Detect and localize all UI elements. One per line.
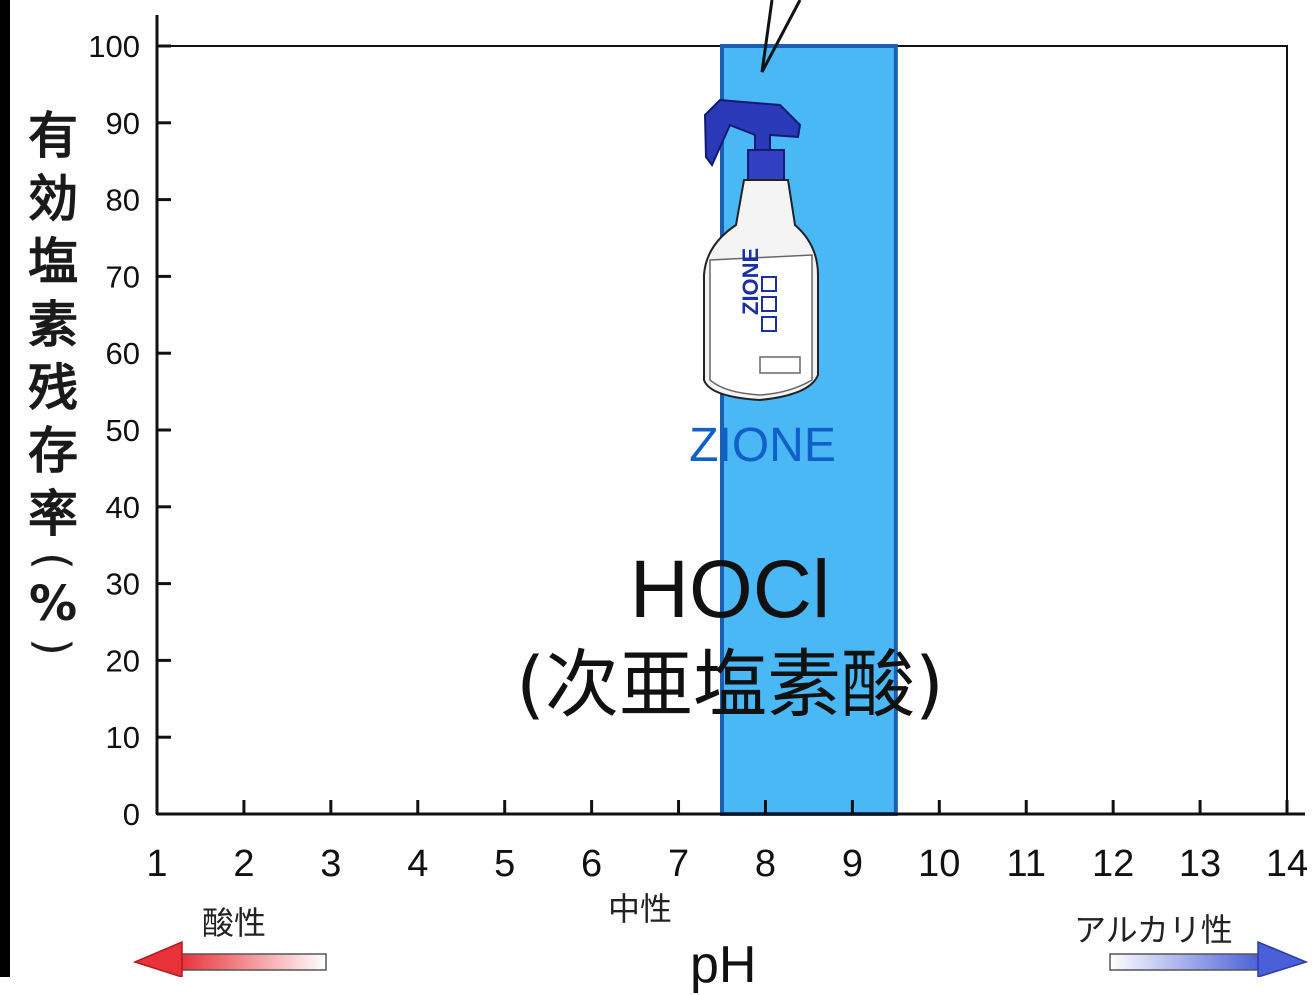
x-tick-label: 4 [407, 843, 428, 885]
x-tick-label: 6 [581, 843, 602, 885]
ylabel-char: 塩 [28, 233, 78, 291]
x-tick-label: 13 [1179, 843, 1221, 885]
y-tick-label: 100 [88, 29, 140, 64]
y-tick-label: 10 [106, 720, 140, 755]
callout-pointer [760, 0, 802, 73]
x-tick-label: 11 [1007, 843, 1046, 885]
acid-arrow [132, 940, 327, 977]
y-tick-label: 60 [106, 336, 140, 371]
x-tick-label: 9 [842, 843, 863, 885]
alkaline-arrow [1109, 940, 1309, 977]
y-axis-label: 有 効 塩 素 残 存 率 ( % ) [18, 105, 88, 695]
x-tick-label: 1 [146, 843, 167, 885]
x-tick-label: 14 [1266, 843, 1308, 885]
y-tick-label: 0 [123, 797, 140, 832]
y-tick-label: 40 [106, 490, 140, 525]
ylabel-close-paren: ) [25, 638, 80, 656]
x-tick-label: 2 [233, 843, 254, 885]
x-axis-label: pH [690, 936, 757, 994]
ylabel-char: 素 [28, 296, 78, 354]
species-label: HOCl [629, 544, 831, 635]
y-tick-label: 20 [106, 643, 140, 678]
ylabel-open-paren: ( [25, 552, 80, 570]
product-label: ZIONE [689, 419, 836, 472]
ylabel-char: 率 [28, 485, 78, 543]
y-tick-label: 30 [106, 567, 140, 602]
y-tick-label: 90 [106, 106, 140, 141]
svg-text:ZIONE: ZIONE [738, 248, 763, 315]
ylabel-char: 存 [28, 422, 78, 480]
y-tick-label: 80 [106, 183, 140, 218]
x-tick-label: 5 [494, 843, 515, 885]
x-tick-label: 12 [1092, 843, 1134, 885]
ylabel-char: 効 [28, 170, 78, 228]
neutral-label: 中性 [608, 890, 673, 928]
species-sublabel: (次亜塩素酸) [516, 642, 944, 728]
ylabel-char: 有 [28, 107, 78, 165]
x-tick-label: 3 [320, 843, 341, 885]
y-tick-label: 50 [106, 413, 140, 448]
alkaline-label: アルカリ性 [1074, 911, 1233, 949]
spray-bottle-icon: ZIONE [703, 98, 819, 402]
ylabel-percent: % [28, 576, 78, 632]
left-edge-border [0, 0, 10, 977]
ylabel-char: 残 [28, 359, 78, 417]
x-tick-label: 7 [668, 843, 689, 885]
x-tick-label: 8 [755, 843, 776, 885]
y-tick-label: 70 [106, 259, 140, 294]
x-tick-label: 10 [918, 843, 960, 885]
acidic-label: 酸性 [202, 904, 267, 942]
